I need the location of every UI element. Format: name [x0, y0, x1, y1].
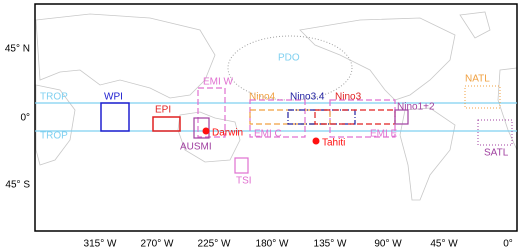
- lon-label: 90° W: [374, 239, 402, 250]
- region-label: EMI C: [254, 129, 282, 140]
- region-label: Darwin: [212, 128, 243, 139]
- region-box: [464, 85, 501, 109]
- region-box: [477, 119, 513, 146]
- region-label: EMI W: [203, 77, 234, 88]
- lon-label: 315° W: [84, 239, 117, 250]
- region-box: [152, 116, 181, 132]
- lat-label: 45° N: [5, 44, 30, 55]
- region-label: TROP: [40, 92, 68, 103]
- region-label: PDO: [278, 53, 300, 64]
- region-label: WPI: [104, 92, 123, 103]
- lon-label: 135° W: [314, 239, 347, 250]
- region-outline: [227, 35, 353, 101]
- region-label: Nino3.4: [290, 92, 325, 103]
- lat-label: 0°: [20, 113, 30, 124]
- region-label: Nino1+2: [397, 102, 435, 113]
- region-label: EPI: [155, 105, 171, 116]
- region-box: [287, 109, 356, 125]
- lon-label: 225° W: [198, 239, 231, 250]
- station-dot: [202, 127, 210, 135]
- region-box: [234, 157, 249, 174]
- region-box: [394, 109, 409, 125]
- region-label: Tahiti: [322, 138, 345, 149]
- region-label: NATL: [465, 74, 490, 85]
- region-label: Nino3: [335, 92, 362, 103]
- station-dot: [312, 137, 320, 145]
- region-label: TSI: [236, 176, 252, 187]
- land: [35, 11, 518, 201]
- lon-label: 0°: [503, 239, 513, 250]
- lon-label: 45° W: [430, 239, 458, 250]
- lon-label: 180° W: [256, 239, 289, 250]
- region-label: EMI E: [370, 129, 398, 140]
- lon-label: 270° W: [141, 239, 174, 250]
- region-label: Nino4: [249, 92, 276, 103]
- lat-label: 45° S: [5, 180, 30, 191]
- region-box: [249, 99, 306, 138]
- map-frame: [34, 3, 518, 232]
- region-label: SATL: [484, 148, 509, 159]
- region-box: [249, 109, 331, 125]
- region-box: [193, 117, 210, 139]
- region-label: TROP: [40, 131, 68, 142]
- region-box: [100, 102, 130, 132]
- region-box: [197, 87, 226, 138]
- region-label: AUSMI: [180, 142, 212, 153]
